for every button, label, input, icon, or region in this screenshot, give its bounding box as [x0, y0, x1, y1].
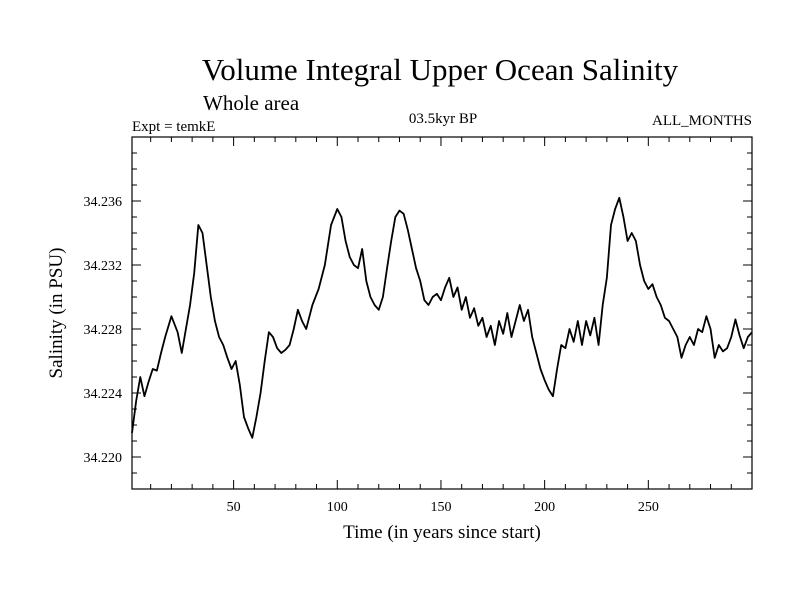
- plot-area: [131, 136, 753, 490]
- y-tick-label: 34.232: [84, 259, 123, 274]
- x-axis-minor-ticks: [150, 137, 732, 489]
- experiment-label: Expt = temkE: [132, 119, 215, 135]
- x-tick-label: 100: [327, 500, 348, 515]
- y-tick-label: 34.220: [84, 451, 123, 466]
- y-axis-ticks: 34.220 34.224 34.228 34.232 34.236: [84, 195, 752, 466]
- months-label: ALL_MONTHS: [652, 113, 752, 129]
- x-axis-label: Time (in years since start): [343, 522, 541, 543]
- y-tick-label: 34.236: [84, 195, 123, 210]
- series-line-salinity: [131, 196, 753, 439]
- x-tick-label: 50: [227, 500, 241, 515]
- x-tick-label: 200: [534, 500, 555, 515]
- y-axis-label: Salinity (in PSU): [46, 248, 67, 379]
- period-label: 03.5kyr BP: [409, 111, 477, 127]
- chart-title: Volume Integral Upper Ocean Salinity: [202, 52, 679, 87]
- x-axis-ticks: 50 100 150 200 250: [227, 137, 659, 515]
- x-tick-label: 150: [430, 500, 451, 515]
- y-tick-label: 34.228: [84, 323, 123, 338]
- y-tick-label: 34.224: [84, 387, 123, 402]
- chart-subtitle: Whole area: [203, 91, 300, 115]
- x-tick-label: 250: [638, 500, 659, 515]
- y-axis-minor-ticks: [132, 136, 752, 490]
